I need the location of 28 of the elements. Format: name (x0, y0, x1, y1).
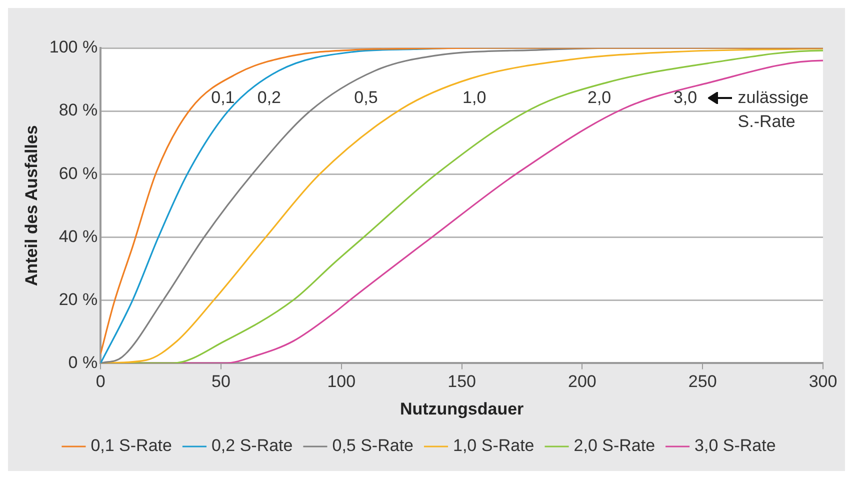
annotation: 3,0 (673, 88, 698, 108)
legend-label: 0,5 S-Rate (332, 436, 414, 456)
annotation: 0,5 (354, 88, 378, 108)
legend-label: 2,0 S-Rate (574, 436, 656, 456)
y-tick-label: 60 % (58, 164, 98, 183)
annotation: 1,0 (462, 88, 486, 108)
y-tick-label: 80 % (58, 100, 98, 120)
x-tick-label: 250 (688, 372, 717, 392)
x-tick-label: 300 (808, 372, 838, 392)
x-tick-label: 50 (212, 372, 230, 392)
x-axis-title: Nutzungsdauer (400, 399, 524, 418)
y-axis-title: Anteil des Ausfalles (22, 125, 41, 286)
y-tick-label: 100 % (49, 38, 98, 57)
y-tick-label: 40 % (58, 226, 98, 246)
annotation: 0,2 (257, 88, 282, 108)
x-tick-label: 100 (327, 372, 356, 392)
y-tick-label: 0 % (68, 352, 98, 372)
annotation: 0,1 (211, 88, 235, 108)
legend-label: 3,0 S-Rate (694, 436, 776, 456)
annotation: zulässige S.-Rate (738, 88, 809, 132)
legend-label: 1,0 S-Rate (453, 436, 534, 456)
legend-label: 0,1 S-Rate (90, 436, 172, 456)
annotation: 2,0 (588, 88, 612, 108)
x-tick-label: 150 (448, 372, 476, 392)
x-tick-label: 0 (96, 372, 106, 392)
legend-label: 0,2 S-Rate (211, 436, 293, 456)
x-tick-label: 200 (568, 372, 596, 392)
y-tick-label: 20 % (58, 290, 98, 309)
